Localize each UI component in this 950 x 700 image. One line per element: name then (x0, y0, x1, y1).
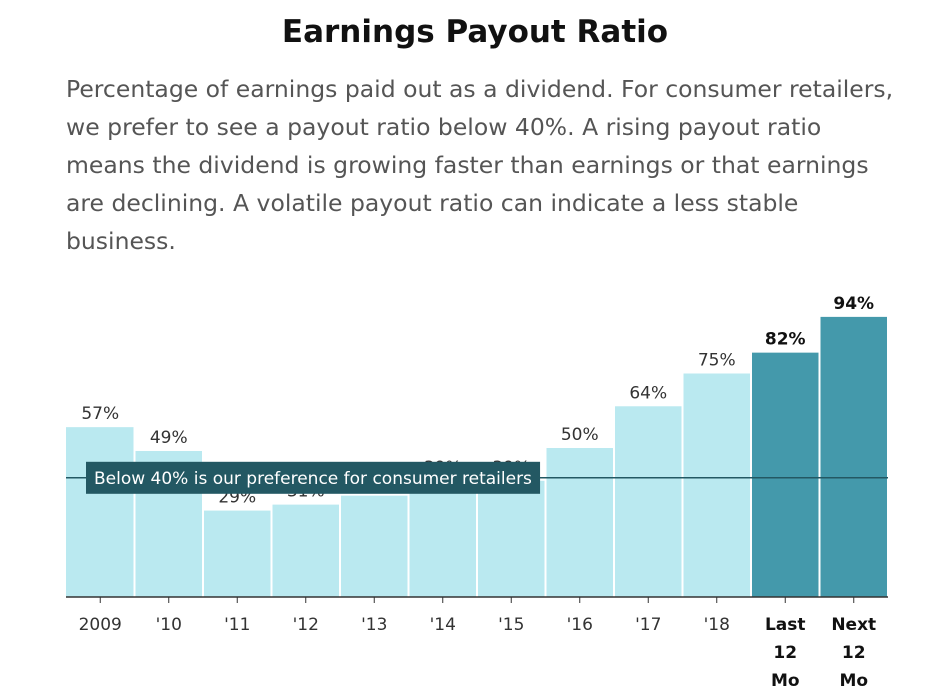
value-label-11: 82% (765, 330, 806, 350)
x-tick-label-4: '12 (293, 615, 319, 635)
x-tick-label-2: '10 (156, 615, 182, 635)
x-tick-label-8: '16 (567, 615, 593, 635)
value-label-8: 50% (561, 425, 599, 445)
x-tick-label-7: '15 (498, 615, 524, 635)
reference-label-background (86, 461, 541, 494)
x-tick-label-5: '13 (361, 615, 387, 635)
value-label-12: 94% (833, 294, 874, 314)
value-label-10: 75% (698, 351, 736, 371)
value-label-2: 49% (150, 428, 188, 448)
bar-9 (615, 406, 682, 597)
bar-7 (478, 480, 545, 597)
bar-12 (820, 316, 887, 597)
bar-1 (66, 427, 134, 597)
x-tick-labels-group: 2009 '10 '11 '12 '13 '14 '15 '16 '17 '18 Last 12 Mo N… (79, 615, 877, 691)
reference-label: Below 40% is our preference for consumer… (94, 469, 532, 489)
bar-4 (272, 504, 339, 597)
x-tick-label-1: 2009 (79, 615, 122, 635)
x-tick-label-11: Last 12 Mo (765, 615, 806, 691)
x-tick-label-6: '14 (430, 615, 456, 635)
value-label-9: 64% (629, 383, 667, 403)
reference-group: Below 40% is our preference for consumer… (66, 461, 888, 494)
bar-11 (752, 352, 819, 597)
bar-10 (683, 373, 750, 597)
x-tick-label-12: Next 12 Mo (831, 615, 876, 691)
x-tick-label-3: '11 (224, 615, 250, 635)
chart-title: Earnings Payout Ratio (281, 14, 669, 50)
chart-subtitle: Percentage of earnings paid out as a div… (66, 75, 894, 255)
x-tick-label-9: '17 (635, 615, 661, 635)
bar-5 (341, 495, 408, 597)
x-tick-label-10: '18 (704, 615, 730, 635)
bar-8 (546, 448, 613, 597)
value-label-1: 57% (81, 404, 119, 424)
bars-group (66, 316, 887, 597)
x-ticks-group (99, 597, 855, 603)
bar-3 (204, 510, 271, 597)
bar-6 (409, 480, 476, 597)
